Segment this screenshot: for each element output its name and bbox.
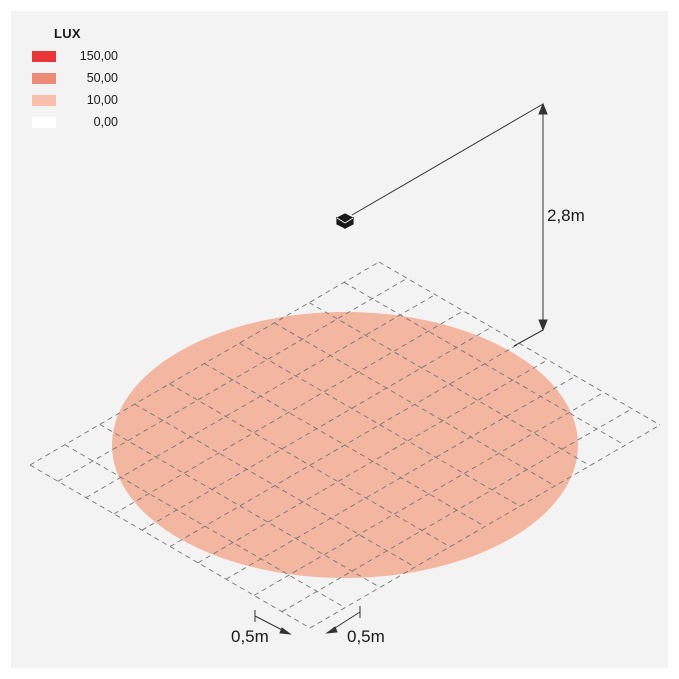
legend-title: LUX bbox=[54, 26, 81, 41]
legend-value: 150,00 bbox=[79, 49, 118, 63]
legend-value: 50,00 bbox=[86, 71, 118, 85]
legend-value: 10,00 bbox=[86, 93, 118, 107]
grid-line bbox=[274, 322, 556, 487]
height-label: 2,8m bbox=[547, 206, 585, 225]
grid-line bbox=[169, 343, 520, 547]
legend-swatch bbox=[32, 117, 56, 128]
grid-line bbox=[99, 424, 381, 588]
legend-value: 0,00 bbox=[93, 115, 118, 129]
grid-spacing-label-y: 0,5m bbox=[347, 627, 385, 646]
legend-row: 10,00 bbox=[32, 92, 142, 108]
grid-line bbox=[57, 277, 408, 482]
arrow-up-icon bbox=[538, 102, 548, 115]
grid-line bbox=[308, 302, 591, 466]
legend-row: 50,00 bbox=[32, 70, 142, 86]
grid-spacing-label-x: 0,5m bbox=[231, 627, 269, 646]
legend-row: 0,00 bbox=[32, 114, 142, 130]
grid-line bbox=[197, 359, 548, 564]
height-dimension bbox=[351, 102, 548, 347]
luminaire-lead-line bbox=[351, 103, 544, 216]
grid-line bbox=[281, 408, 633, 613]
grid-line bbox=[253, 392, 605, 596]
grid-line bbox=[169, 383, 451, 548]
arrow-down-icon bbox=[538, 319, 548, 332]
legend-swatch bbox=[32, 51, 56, 62]
grid-line bbox=[309, 424, 661, 629]
floor-grid bbox=[29, 261, 661, 629]
grid-dimension-markers bbox=[254, 606, 361, 635]
grid-line bbox=[343, 281, 626, 446]
grid-line bbox=[225, 375, 576, 580]
grid-line bbox=[113, 310, 464, 515]
legend-swatch bbox=[32, 73, 56, 84]
grid-line bbox=[239, 342, 521, 507]
legend-swatch bbox=[32, 95, 56, 106]
legend-row: 150,00 bbox=[32, 48, 142, 64]
luminaire-cube-icon bbox=[335, 213, 355, 229]
height-dimension-foot bbox=[513, 329, 544, 347]
